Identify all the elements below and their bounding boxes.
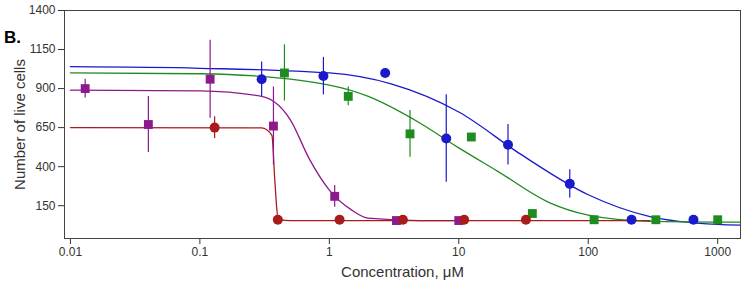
- svg-text:100: 100: [578, 245, 598, 259]
- svg-text:400: 400: [35, 160, 55, 174]
- svg-text:10: 10: [452, 245, 466, 259]
- svg-text:1: 1: [326, 245, 333, 259]
- html-text:B.: B.: [4, 28, 21, 47]
- svg-text:0.1: 0.1: [192, 245, 209, 259]
- svg-text:1400: 1400: [29, 3, 56, 17]
- svg-text:0.01: 0.01: [59, 245, 83, 259]
- svg-text:150: 150: [35, 199, 55, 213]
- svg-text:900: 900: [35, 81, 55, 95]
- svg-text:Number of live cells: Number of live cells: [11, 59, 28, 190]
- svg-text:1000: 1000: [704, 245, 731, 259]
- svg-text:650: 650: [35, 120, 55, 134]
- svg-text:1150: 1150: [30, 42, 56, 56]
- svg-text:Concentration, μM: Concentration, μM: [341, 263, 464, 280]
